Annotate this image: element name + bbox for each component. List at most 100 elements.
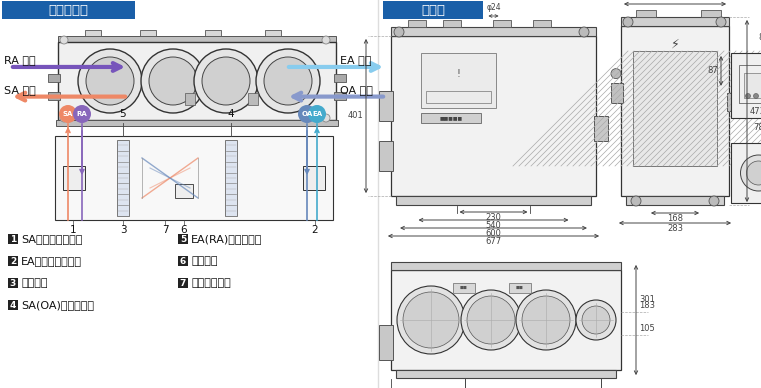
Text: 87: 87	[758, 33, 761, 42]
Bar	[443, 20, 461, 27]
Text: ■■: ■■	[515, 286, 523, 290]
Text: EAファンモーター: EAファンモーター	[21, 256, 82, 266]
Circle shape	[256, 49, 320, 113]
Bar	[533, 20, 551, 27]
Bar	[731, 143, 761, 203]
Bar	[63, 166, 85, 190]
Text: 5: 5	[119, 109, 126, 119]
Circle shape	[461, 290, 521, 350]
Bar	[421, 113, 481, 123]
Bar	[58, 36, 336, 42]
Bar	[175, 184, 193, 198]
Bar	[248, 93, 258, 105]
Circle shape	[78, 49, 142, 113]
Text: 4: 4	[228, 109, 234, 119]
Text: 230: 230	[486, 213, 501, 222]
Bar	[303, 166, 325, 190]
Text: 283: 283	[667, 224, 683, 233]
Bar	[8, 256, 18, 266]
Bar	[621, 26, 729, 196]
Bar	[731, 53, 761, 118]
Bar	[701, 10, 721, 17]
Text: SAファンモーター: SAファンモーター	[21, 234, 82, 244]
Bar	[379, 91, 393, 121]
Circle shape	[264, 57, 312, 105]
Bar	[391, 36, 596, 196]
Bar	[594, 116, 608, 141]
Bar	[48, 74, 60, 82]
Bar	[117, 140, 129, 216]
Text: 1: 1	[70, 225, 76, 235]
Text: ⚡: ⚡	[670, 38, 680, 50]
Circle shape	[194, 49, 258, 113]
Bar	[48, 92, 60, 100]
Text: φ24: φ24	[486, 3, 501, 12]
Text: SA(OA)フィルター: SA(OA)フィルター	[21, 300, 94, 310]
Bar	[611, 83, 623, 102]
Text: 105: 105	[639, 324, 654, 333]
Text: 方向と名称: 方向と名称	[48, 3, 88, 17]
Text: 交換素子: 交換素子	[21, 278, 47, 288]
Text: ドレン管: ドレン管	[191, 256, 218, 266]
Circle shape	[73, 105, 91, 123]
Text: 3: 3	[119, 225, 126, 235]
Text: 3: 3	[10, 279, 16, 288]
Bar	[453, 283, 475, 293]
Circle shape	[631, 196, 641, 206]
Circle shape	[747, 161, 761, 185]
Bar	[391, 270, 621, 370]
Circle shape	[308, 105, 326, 123]
Text: 2: 2	[312, 225, 318, 235]
Text: 473: 473	[750, 106, 761, 116]
Bar	[178, 256, 188, 266]
Text: 168: 168	[667, 214, 683, 223]
Circle shape	[403, 292, 459, 348]
Text: 6: 6	[180, 225, 187, 235]
Bar	[2, 1, 135, 19]
Circle shape	[397, 286, 465, 354]
Text: 301: 301	[639, 296, 655, 305]
Bar	[391, 262, 621, 270]
Circle shape	[86, 57, 134, 105]
Bar	[633, 51, 717, 166]
Circle shape	[298, 105, 316, 123]
Text: ■■: ■■	[459, 286, 467, 290]
Bar	[636, 10, 656, 17]
Bar	[334, 92, 346, 100]
Text: 7: 7	[180, 279, 186, 288]
Bar	[8, 278, 18, 288]
Text: RA: RA	[77, 111, 88, 117]
Bar	[379, 325, 393, 360]
Circle shape	[746, 94, 750, 99]
Circle shape	[611, 69, 621, 79]
Circle shape	[59, 105, 77, 123]
Circle shape	[576, 300, 616, 340]
Text: ■■■■■: ■■■■■	[439, 116, 463, 121]
Bar	[633, 51, 717, 166]
Bar	[140, 30, 156, 36]
Bar	[621, 17, 729, 26]
Circle shape	[716, 17, 726, 27]
Bar	[178, 278, 188, 288]
Text: OA 外気: OA 外気	[340, 85, 373, 95]
Text: 677: 677	[486, 237, 501, 246]
Circle shape	[202, 57, 250, 105]
Circle shape	[579, 27, 589, 37]
Circle shape	[394, 27, 404, 37]
Text: 87: 87	[707, 66, 718, 75]
Bar	[396, 196, 591, 205]
Text: 1: 1	[10, 234, 16, 244]
Bar	[509, 283, 531, 293]
Text: OA: OA	[301, 111, 313, 117]
Text: 6: 6	[180, 256, 186, 265]
Text: 7: 7	[161, 225, 168, 235]
Text: 183: 183	[639, 301, 655, 310]
Circle shape	[322, 36, 330, 44]
Circle shape	[516, 290, 576, 350]
Bar	[58, 42, 336, 120]
Text: SA 給気: SA 給気	[4, 85, 36, 95]
Text: 301: 301	[667, 0, 683, 1]
Bar	[55, 136, 333, 220]
Text: EA: EA	[312, 111, 322, 117]
Circle shape	[522, 296, 570, 344]
